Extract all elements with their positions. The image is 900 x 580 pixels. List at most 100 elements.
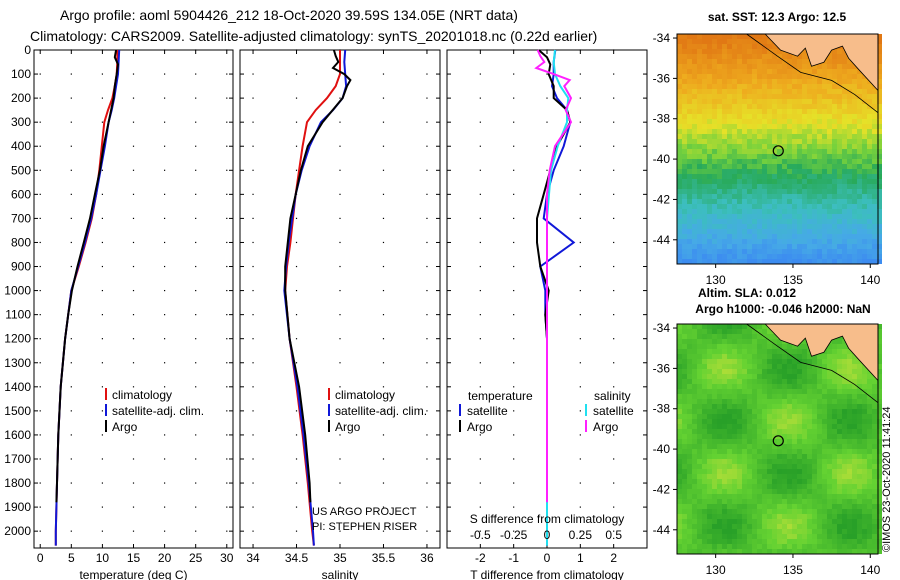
map-cell: [762, 249, 767, 254]
map-cell: [847, 389, 852, 394]
map-cell: [802, 199, 807, 204]
map-cell: [807, 159, 812, 164]
map-cell: [877, 244, 882, 249]
map-cell: [767, 169, 772, 174]
map-cell: [757, 539, 762, 544]
map-cell: [787, 149, 792, 154]
y-tick-label: 1400: [4, 380, 31, 394]
map-cell: [842, 234, 847, 239]
map-cell: [822, 399, 827, 404]
map-cell: [792, 234, 797, 239]
map-cell: [842, 224, 847, 229]
map-cell: [867, 489, 872, 494]
map-cell: [782, 534, 787, 539]
map-cell: [702, 164, 707, 169]
map-cell: [777, 234, 782, 239]
grid-dot: [579, 193, 581, 195]
map-cell: [762, 489, 767, 494]
map-cell: [817, 144, 822, 149]
map-cell: [847, 119, 852, 124]
map-cell: [742, 124, 747, 129]
map-cell: [757, 249, 762, 254]
map-cell: [827, 484, 832, 489]
map-cell: [687, 204, 692, 209]
map-cell: [707, 234, 712, 239]
map-cell: [747, 174, 752, 179]
map-cell: [727, 474, 732, 479]
map-cell: [757, 159, 762, 164]
map-cell: [787, 74, 792, 79]
map-cell: [842, 219, 847, 224]
map-cell: [677, 544, 682, 549]
map-cell: [702, 259, 707, 264]
map-cell: [872, 234, 877, 239]
map-cell: [827, 164, 832, 169]
map-cell: [842, 499, 847, 504]
map-cell: [817, 194, 822, 199]
grid-dot: [70, 506, 72, 508]
map-cell: [792, 439, 797, 444]
grid-dot: [195, 97, 197, 99]
map-cell: [772, 534, 777, 539]
map-cell: [837, 394, 842, 399]
grid-dot: [579, 73, 581, 75]
map-cell: [692, 214, 697, 219]
map-cell: [812, 229, 817, 234]
map-cell: [772, 489, 777, 494]
map-cell: [752, 429, 757, 434]
map-cell: [767, 454, 772, 459]
map-cell: [727, 34, 732, 39]
map-cell: [707, 514, 712, 519]
grid-dot: [195, 506, 197, 508]
map-cell: [787, 129, 792, 134]
map-cell: [777, 89, 782, 94]
map-cell: [682, 454, 687, 459]
map-cell: [732, 219, 737, 224]
map-cell: [797, 549, 802, 554]
map-cell: [837, 224, 842, 229]
map-cell: [727, 404, 732, 409]
map-cell: [837, 89, 842, 94]
map-cell: [757, 244, 762, 249]
grid-dot: [101, 169, 104, 171]
map-cell: [732, 54, 737, 59]
map-cell: [742, 479, 747, 484]
map-cell: [767, 444, 772, 449]
map-cell: [692, 129, 697, 134]
map-cell: [877, 379, 882, 384]
map-cell: [722, 94, 727, 99]
map-cell: [857, 369, 862, 374]
map-cell: [792, 139, 797, 144]
map-cell: [687, 534, 692, 539]
map-cell: [872, 394, 877, 399]
map-cell: [727, 74, 732, 79]
grid-dot: [339, 506, 341, 508]
map-cell: [832, 64, 837, 69]
map-cell: [802, 224, 807, 229]
map-cell: [732, 524, 737, 529]
map-cell: [767, 79, 772, 84]
map-cell: [827, 114, 832, 119]
map-cell: [842, 454, 847, 459]
map-cell: [857, 99, 862, 104]
map-cell: [772, 354, 777, 359]
map-cell: [747, 494, 752, 499]
map-cell: [842, 404, 847, 409]
map-cell: [877, 429, 882, 434]
y-tick-label: 800: [11, 235, 31, 249]
map-cell: [772, 424, 777, 429]
map-cell: [727, 239, 732, 244]
map-cell: [872, 419, 877, 424]
map-cell: [812, 99, 817, 104]
map-cell: [832, 99, 837, 104]
map-cell: [702, 454, 707, 459]
map-cell: [867, 524, 872, 529]
map-cell: [692, 549, 697, 554]
map-cell: [692, 459, 697, 464]
map-cell: [742, 339, 747, 344]
map-cell: [822, 239, 827, 244]
map-cell: [762, 374, 767, 379]
map-cell: [822, 129, 827, 134]
map-cell: [747, 164, 752, 169]
map-cell: [737, 124, 742, 129]
